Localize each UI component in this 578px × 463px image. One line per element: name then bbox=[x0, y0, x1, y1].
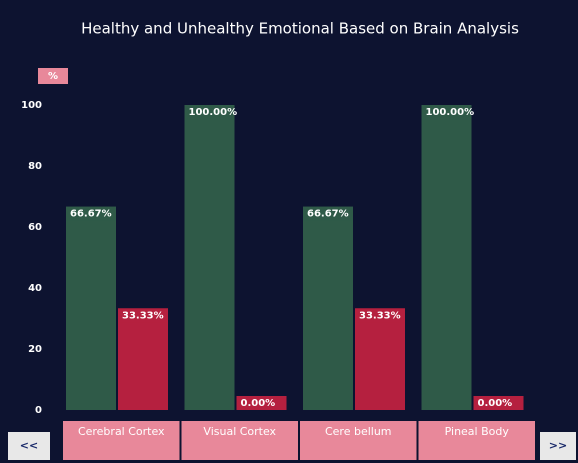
x-tick-label: Cere bellum bbox=[325, 425, 392, 438]
value-label-bg bbox=[118, 308, 168, 323]
category-box bbox=[63, 421, 180, 460]
y-tick-label: 80 bbox=[28, 161, 42, 172]
bar bbox=[421, 105, 472, 410]
bar bbox=[184, 105, 235, 410]
x-tick-label: Visual Cortex bbox=[203, 425, 276, 438]
category-box bbox=[181, 421, 298, 460]
value-label-bg bbox=[66, 206, 116, 221]
y-tick-label: 60 bbox=[28, 222, 42, 233]
value-label-bg bbox=[473, 396, 524, 410]
y-tick-label: 20 bbox=[28, 344, 42, 355]
value-label: 66.67% bbox=[307, 209, 349, 220]
value-label: 33.33% bbox=[359, 310, 401, 321]
bar bbox=[118, 308, 168, 410]
chart-title: Healthy and Unhealthy Emotional Based on… bbox=[81, 20, 519, 38]
y-tick-label: 40 bbox=[28, 283, 42, 294]
y-label-box bbox=[38, 68, 68, 84]
value-label: 100.00% bbox=[189, 107, 238, 118]
value-label: 100.00% bbox=[426, 107, 475, 118]
value-label-bg bbox=[355, 308, 405, 323]
value-label-bg bbox=[303, 206, 353, 221]
y-tick-label: 100 bbox=[21, 100, 42, 111]
x-tick-label: Pineal Body bbox=[445, 425, 510, 438]
value-label: 66.67% bbox=[70, 209, 112, 220]
category-box bbox=[418, 421, 535, 460]
value-label-bg bbox=[184, 105, 235, 119]
next-button[interactable] bbox=[540, 432, 576, 460]
prev-button-label[interactable]: << bbox=[20, 439, 38, 452]
x-tick-label: Cerebral Cortex bbox=[78, 425, 165, 438]
next-button-label[interactable]: >> bbox=[549, 439, 567, 452]
value-label: 0.00% bbox=[478, 398, 513, 409]
y-tick-label: 0 bbox=[35, 405, 42, 416]
bar bbox=[66, 206, 116, 410]
value-label-bg bbox=[421, 105, 472, 119]
bar bbox=[355, 308, 405, 410]
value-label-bg bbox=[236, 396, 287, 410]
value-label: 33.33% bbox=[122, 310, 164, 321]
prev-button[interactable] bbox=[8, 432, 50, 460]
category-box bbox=[300, 421, 417, 460]
y-axis-label: % bbox=[48, 71, 58, 82]
value-label: 0.00% bbox=[241, 398, 276, 409]
bar bbox=[303, 206, 353, 410]
